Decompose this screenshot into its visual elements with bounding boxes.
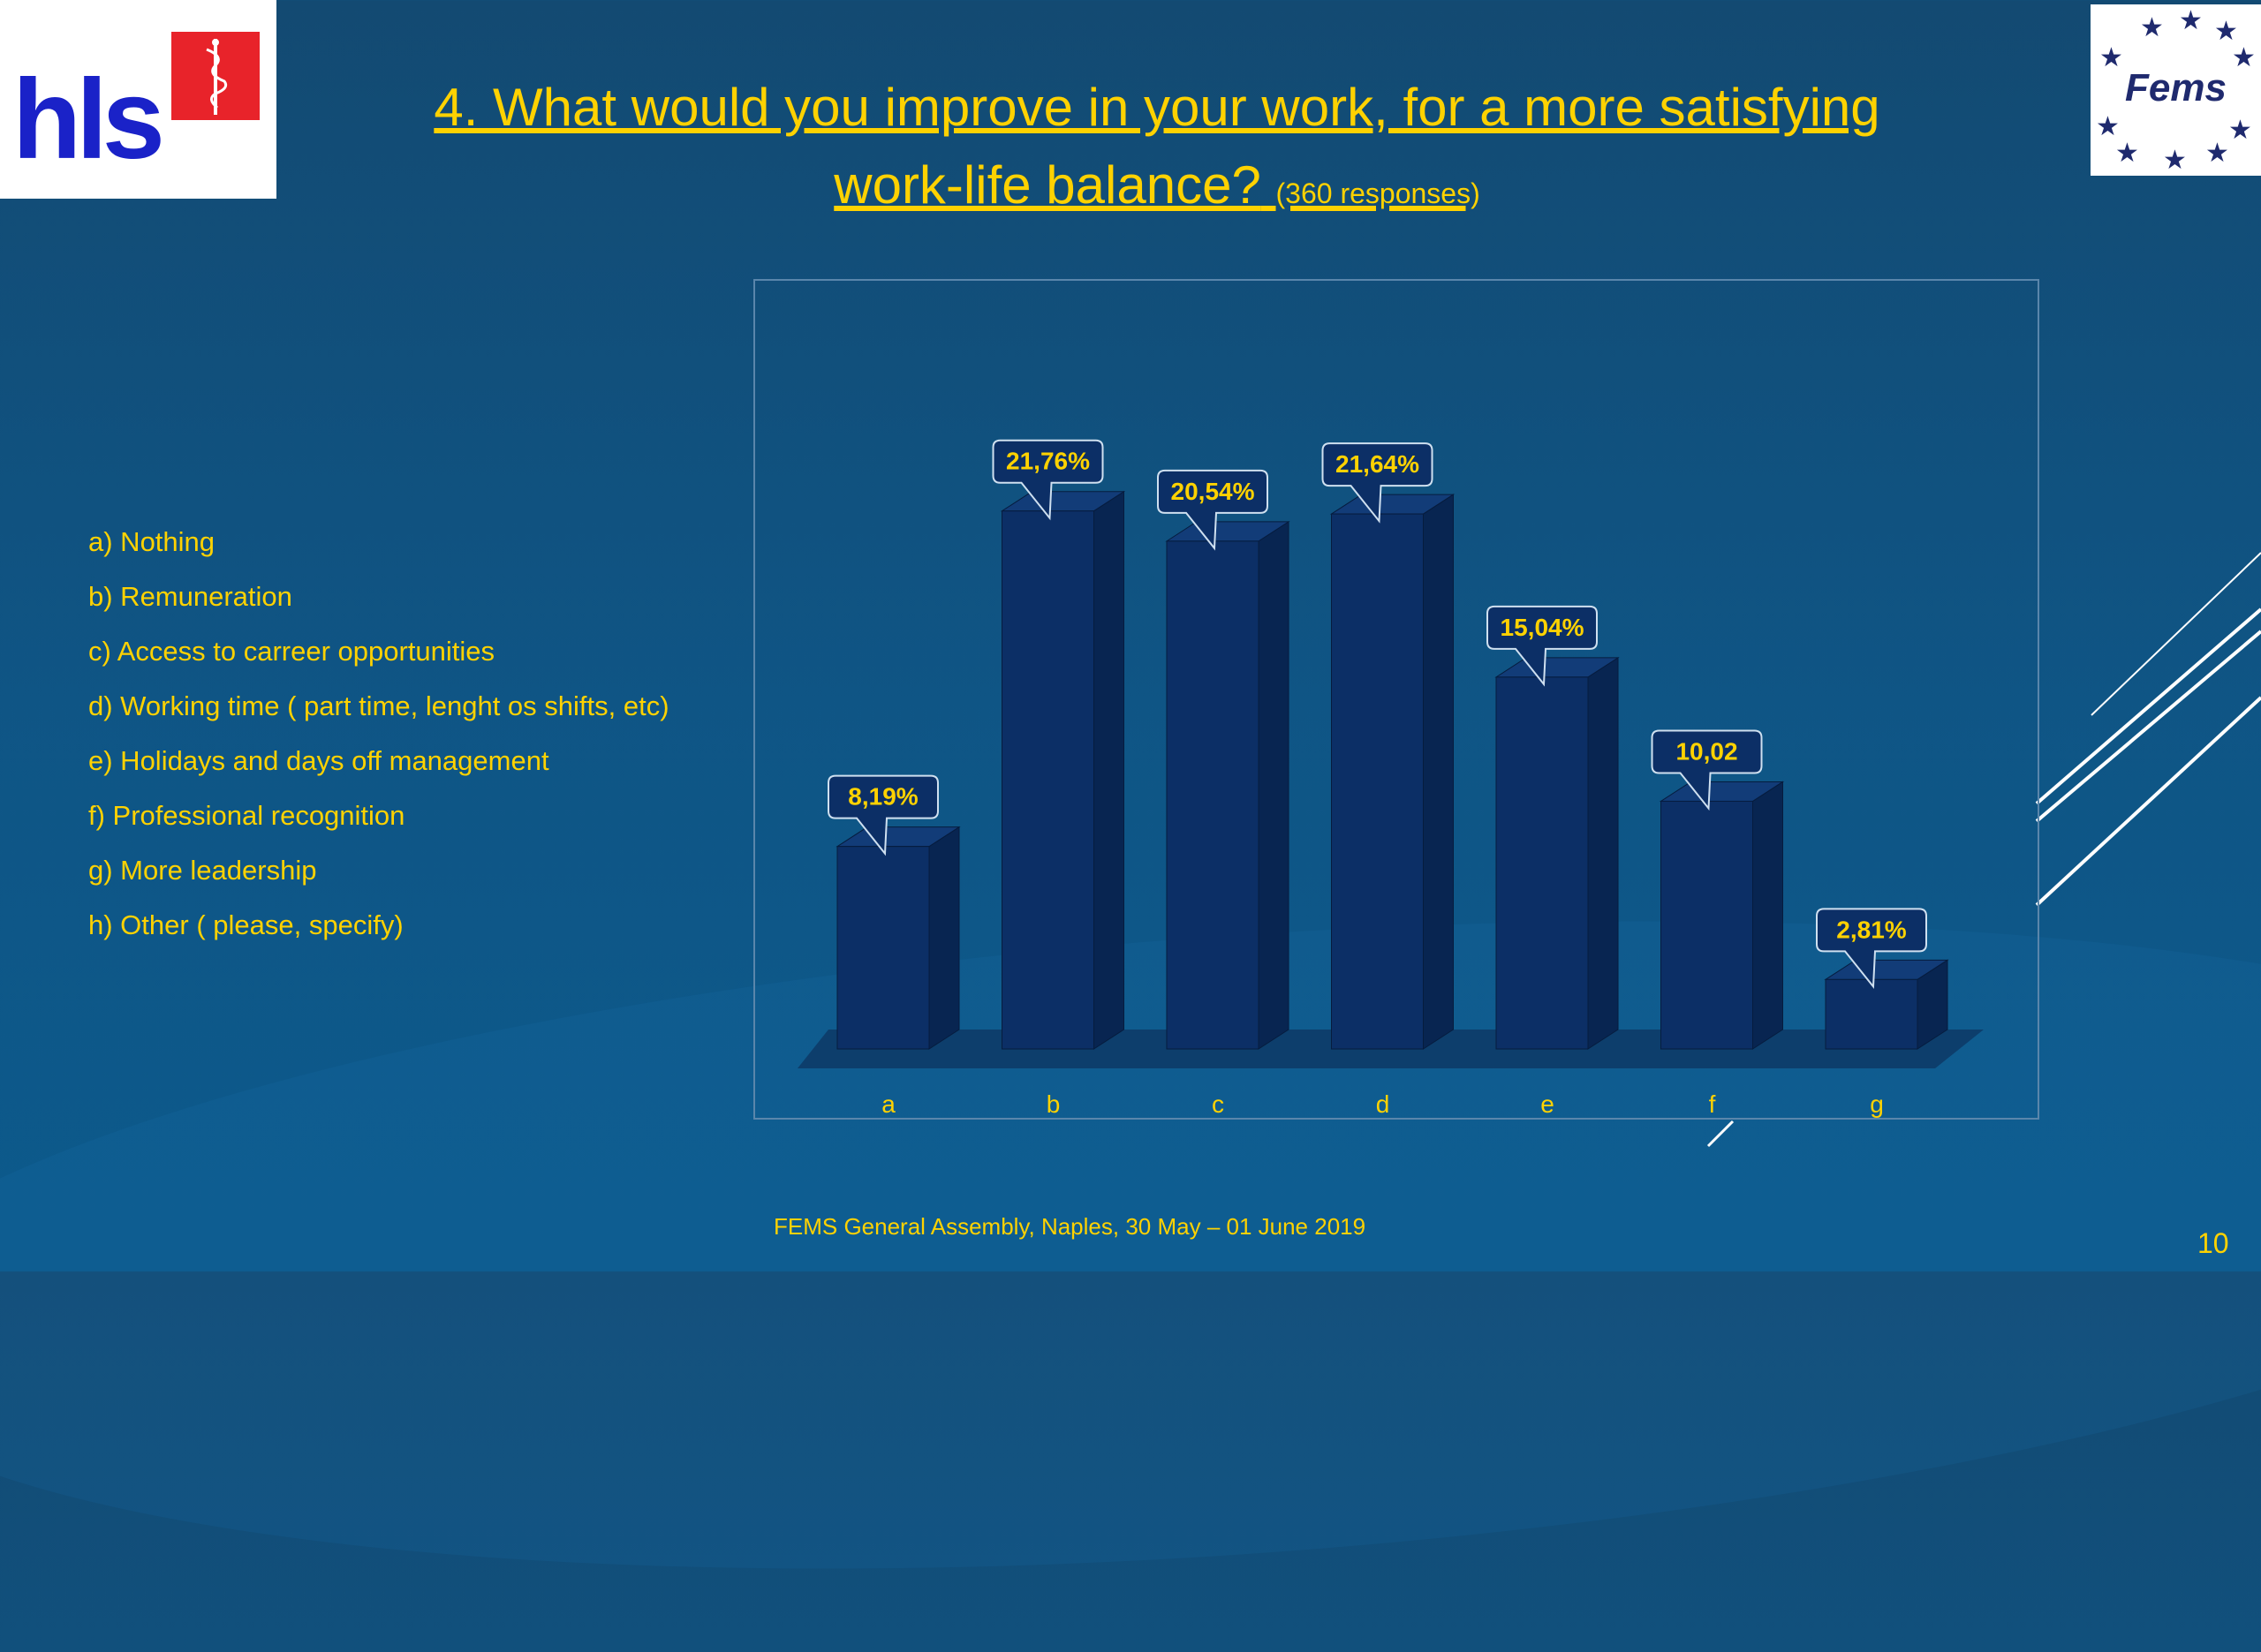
bar <box>1660 800 1753 1050</box>
hls-logo-text: hls <box>12 57 165 183</box>
fems-logo-text: Fems <box>2125 66 2227 109</box>
svg-text:★: ★ <box>2214 16 2238 47</box>
svg-text:★: ★ <box>2232 42 2256 73</box>
data-label: 10,02 <box>1675 737 1737 765</box>
legend-item: a) Nothing <box>88 526 216 557</box>
page-number: 10 <box>2197 1227 2229 1259</box>
x-tick-label: a <box>881 1090 896 1118</box>
title-line-1: 4. What would you improve in your work, … <box>434 78 1880 137</box>
bar-chart-svg: 8,19% a 21,76% b 20,54% c 21,64% d 15,04% e 10,02 f… <box>798 439 1984 1118</box>
data-label-callout <box>828 774 939 856</box>
options-legend: a) Nothing b) Remuneration c) Access to … <box>88 517 669 955</box>
data-label-callout <box>1651 729 1763 811</box>
x-tick-label: f <box>1709 1090 1716 1118</box>
bar-side <box>1752 781 1783 1050</box>
legend-item: c) Access to carreer opportunities <box>88 636 495 667</box>
legend-item: d) Working time ( part time, lenght os s… <box>88 690 669 721</box>
legend-item: f) Professional recognition <box>88 800 405 831</box>
data-label: 2,81% <box>1836 916 1906 943</box>
svg-text:★: ★ <box>2163 145 2187 176</box>
bar <box>1002 510 1094 1050</box>
slide-title: 4. What would you improve in your work, … <box>336 69 1978 232</box>
bar <box>1331 513 1424 1050</box>
legend-item: g) More leadership <box>88 855 317 886</box>
data-label-callout <box>1321 442 1433 524</box>
data-label-callout <box>1486 605 1598 687</box>
svg-text:★: ★ <box>2205 138 2229 169</box>
x-tick-label: g <box>1870 1090 1884 1118</box>
data-label: 21,64% <box>1335 450 1419 478</box>
bar-side <box>928 826 960 1050</box>
data-label: 21,76% <box>1006 448 1090 475</box>
svg-text:★: ★ <box>2140 12 2164 43</box>
bar-side <box>1093 490 1124 1050</box>
bar <box>1825 978 1918 1050</box>
star-ring-icon: ★ ★ ★ ★★★ ★★★ ★ <box>2096 5 2256 176</box>
bar <box>1495 676 1589 1050</box>
x-tick-label: b <box>1047 1090 1061 1118</box>
svg-text:★: ★ <box>2179 5 2203 36</box>
title-line-2-text: work-life balance? <box>834 155 1261 215</box>
x-tick-label: d <box>1376 1090 1390 1118</box>
bar <box>1166 540 1259 1050</box>
svg-text:★: ★ <box>2099 42 2123 73</box>
bar-side <box>1587 656 1619 1050</box>
decorative-diagonal-lines <box>0 0 2261 1271</box>
bar-side <box>1423 494 1454 1050</box>
data-label-callout <box>992 439 1104 521</box>
x-tick-label: e <box>1540 1090 1554 1118</box>
fems-logo: ★ ★ ★ ★ ★ ★ ★ ★ ★ ★ Fems <box>2091 4 2261 176</box>
legend-item: b) Remuneration <box>88 581 292 612</box>
caduceus-icon <box>171 32 260 120</box>
bar-side <box>1258 520 1289 1050</box>
title-line-2: work-life balance? (360 responses) <box>336 147 1978 232</box>
hls-logo: hls <box>0 0 276 199</box>
svg-text:★: ★ <box>2115 138 2139 169</box>
legend-item: e) Holidays and days off management <box>88 745 549 776</box>
data-label: 15,04% <box>1501 614 1584 641</box>
bar <box>836 846 930 1050</box>
x-tick-label: c <box>1212 1090 1224 1118</box>
data-label: 20,54% <box>1171 478 1255 505</box>
data-label: 8,19% <box>848 783 918 811</box>
svg-text:★: ★ <box>2228 115 2252 146</box>
data-label-callout <box>1816 908 1927 990</box>
bar-chart: 8,19% a 21,76% b 20,54% c 21,64% d 15,04% e 10,02 f… <box>753 279 2039 1120</box>
footer-text: FEMS General Assembly, Naples, 30 May – … <box>774 1213 1366 1240</box>
responses-subtitle: (360 responses) <box>1275 177 1480 209</box>
legend-item: h) Other ( please, specify) <box>88 909 404 940</box>
data-label-callout <box>1157 469 1268 551</box>
svg-text:★: ★ <box>2096 111 2120 142</box>
